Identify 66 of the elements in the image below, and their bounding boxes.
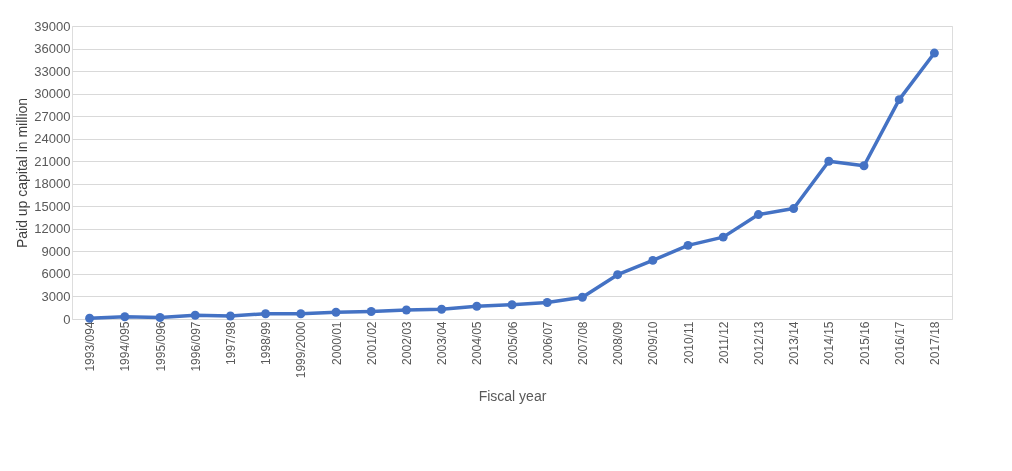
x-tick-label: 1996/097 <box>188 321 203 372</box>
x-tick-label: 2011/12 <box>716 321 731 364</box>
x-tick-label: 1995/096 <box>153 321 168 372</box>
x-tick-label: 2017/18 <box>927 321 942 365</box>
x-tick-label: 2007/08 <box>575 321 590 365</box>
y-tick-label: 15000 <box>34 198 71 214</box>
y-tick-label: 0 <box>63 311 71 327</box>
point <box>894 95 904 105</box>
point <box>120 312 130 322</box>
y-tick-label: 30000 <box>34 86 71 102</box>
y-tick-label: 39000 <box>34 18 71 34</box>
point <box>366 307 376 316</box>
x-tick-label: 2010/11 <box>681 321 696 364</box>
x-tick-label: 2004/05 <box>470 321 485 365</box>
x-tick-label: 2008/09 <box>611 321 626 365</box>
x-tick-label: 1993/094 <box>83 321 98 372</box>
x-tick-label: 1997/98 <box>223 321 238 365</box>
point <box>929 48 939 58</box>
x-tick-label: 2001/02 <box>364 321 379 365</box>
x-tick-label: 2005/06 <box>505 321 520 365</box>
point <box>155 313 165 322</box>
point <box>401 305 411 315</box>
point <box>577 292 587 302</box>
x-tick-label: 1994/095 <box>118 321 133 372</box>
point <box>718 232 728 242</box>
point <box>824 156 834 166</box>
y-tick-label: 33000 <box>34 63 71 79</box>
point <box>859 161 869 171</box>
point <box>331 307 341 317</box>
y-tick-label: 18000 <box>34 176 71 192</box>
x-tick-label: 1999/2000 <box>294 321 309 379</box>
x-tick-label: 2015/16 <box>857 321 872 365</box>
point <box>542 298 552 307</box>
point <box>789 204 799 214</box>
x-tick-label: 2002/03 <box>399 321 414 365</box>
x-tick-label: 2012/13 <box>751 321 766 365</box>
x-tick-label: 2003/04 <box>435 321 450 365</box>
x-tick-label: 2013/14 <box>787 321 802 365</box>
y-tick-label: 12000 <box>34 221 71 237</box>
y-tick-label: 3000 <box>41 288 71 304</box>
x-tick-label: 2009/10 <box>646 321 661 365</box>
point <box>753 210 763 220</box>
y-tick-label: 27000 <box>34 108 71 124</box>
x-tick-label: 2016/17 <box>892 321 907 365</box>
y-axis-title: Paid up capital in million <box>14 97 31 249</box>
x-tick-label: 2014/15 <box>822 321 837 365</box>
x-tick-label: 2006/07 <box>540 321 555 365</box>
y-tick-label: 6000 <box>41 266 71 282</box>
point <box>190 310 200 320</box>
point <box>85 313 95 323</box>
point <box>613 270 623 280</box>
y-tick-label: 9000 <box>41 243 71 259</box>
x-tick-label: 2000/01 <box>329 321 344 365</box>
point <box>261 309 271 319</box>
point <box>472 301 482 311</box>
point <box>225 311 235 321</box>
point <box>507 300 517 310</box>
point <box>648 255 658 265</box>
point <box>437 304 447 314</box>
y-tick-label: 24000 <box>34 131 71 147</box>
y-tick-label: 36000 <box>34 41 71 57</box>
y-tick-label: 21000 <box>34 153 71 169</box>
x-axis-title: Fiscal year <box>478 388 547 405</box>
x-tick-label: 1998/99 <box>259 321 274 365</box>
point <box>683 240 693 250</box>
point <box>296 309 306 319</box>
